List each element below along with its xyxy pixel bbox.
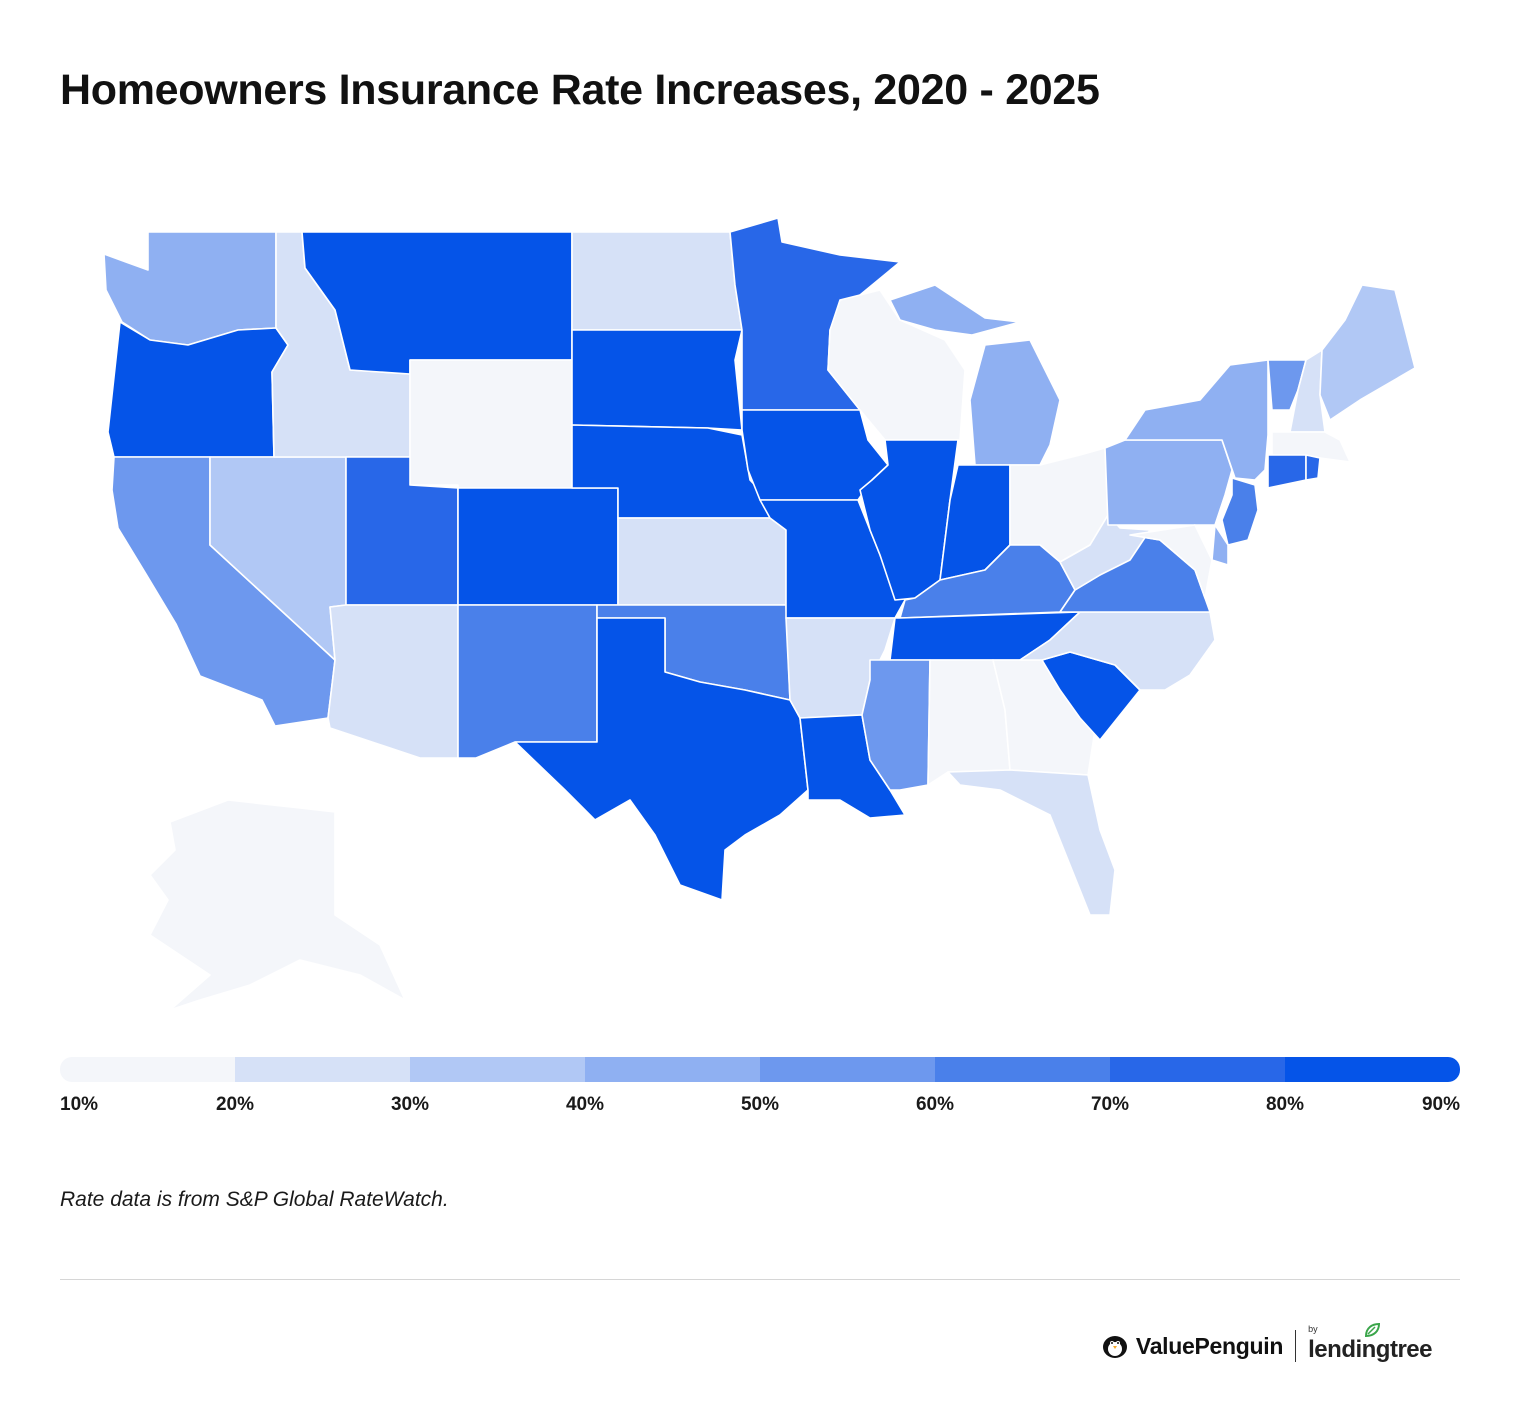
- state-nj: [1221, 477, 1259, 546]
- state-tx: [514, 617, 809, 901]
- state-nm: [457, 604, 598, 759]
- state-ny: [1124, 359, 1269, 481]
- legend-tick-label: 70%: [1090, 1094, 1130, 1115]
- brand-valuepenguin: ValuePenguin: [1135, 1332, 1284, 1359]
- legend-tick-label: 10%: [60, 1094, 99, 1115]
- state-az: [327, 604, 459, 759]
- state-fl: [947, 769, 1116, 916]
- footer-divider: [60, 1279, 1460, 1280]
- brand-by: by: [1308, 1324, 1318, 1334]
- legend-tick-label: 90%: [1421, 1094, 1460, 1115]
- brand-lendingtree: by lendingtree: [1308, 1322, 1432, 1364]
- state-ct: [1267, 454, 1307, 489]
- state-co: [457, 487, 619, 606]
- state-wy: [409, 359, 573, 489]
- state-vt: [1267, 359, 1307, 411]
- state-ak: [149, 799, 406, 1011]
- state-sd: [571, 329, 743, 431]
- legend-swatch: [1285, 1057, 1460, 1082]
- state-wi: [827, 289, 966, 441]
- leaf-icon: [1365, 1322, 1381, 1338]
- state-mi: [889, 284, 1061, 466]
- legend-swatch: [410, 1057, 585, 1082]
- legend-swatch: [1110, 1057, 1285, 1082]
- brand-lendingtree-text: lendingtree: [1308, 1336, 1432, 1363]
- us-choropleth-map: [103, 217, 1416, 1011]
- source-note: Rate data is from S&P Global RateWatch.: [60, 1188, 449, 1211]
- color-legend: 10% 20% 30% 40% 50% 60% 70% 80% 90%: [60, 1057, 1460, 1124]
- state-wv: [1059, 514, 1151, 591]
- brand-separator: [1295, 1330, 1297, 1362]
- state-me: [1319, 284, 1416, 421]
- state-nc: [1019, 611, 1216, 691]
- state-or: [107, 321, 289, 458]
- state-il: [859, 439, 959, 601]
- state-nd: [571, 231, 743, 331]
- legend-tick-label: 40%: [565, 1094, 605, 1115]
- chart-title: Homeowners Insurance Rate Increases, 202…: [60, 66, 1100, 114]
- legend-swatch: [585, 1057, 760, 1082]
- state-de: [1211, 524, 1229, 566]
- state-pa: [1104, 439, 1233, 526]
- legend-tick-label: 30%: [390, 1094, 430, 1115]
- state-ri: [1305, 454, 1321, 481]
- legend-tick-label: 80%: [1265, 1094, 1305, 1115]
- legend-swatch: [235, 1057, 410, 1082]
- state-md: [1129, 524, 1213, 599]
- legend-color-scale: [60, 1057, 1460, 1082]
- legend-tick-label: 20%: [215, 1094, 255, 1115]
- penguin-logo-icon: [1102, 1336, 1127, 1358]
- legend-tick-label: 50%: [740, 1094, 780, 1115]
- legend-tick-labels: 10% 20% 30% 40% 50% 60% 70% 80% 90%: [60, 1094, 1460, 1124]
- legend-swatch: [60, 1057, 235, 1082]
- legend-swatch: [935, 1057, 1110, 1082]
- legend-swatch: [760, 1057, 935, 1082]
- state-ks: [617, 517, 787, 606]
- legend-tick-label: 60%: [915, 1094, 955, 1115]
- brand-logo: ValuePenguin by lendingtree: [1102, 1322, 1432, 1366]
